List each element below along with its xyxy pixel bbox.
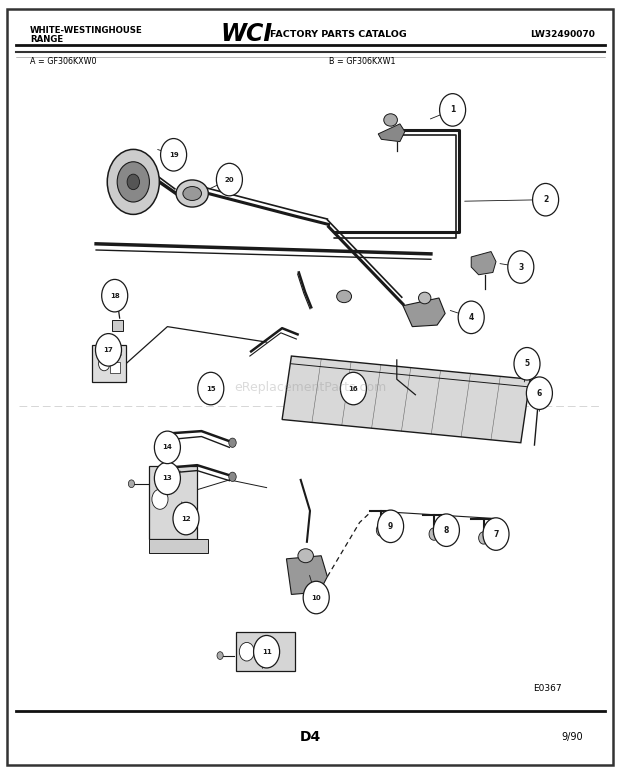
- Text: 20: 20: [224, 176, 234, 183]
- Text: 3: 3: [518, 262, 523, 272]
- Circle shape: [110, 281, 123, 296]
- Circle shape: [376, 524, 386, 536]
- Text: 9/90: 9/90: [561, 732, 583, 741]
- Text: LW32490070: LW32490070: [530, 29, 595, 39]
- Circle shape: [107, 149, 159, 214]
- Circle shape: [508, 251, 534, 283]
- Circle shape: [340, 372, 366, 405]
- Text: 18: 18: [110, 293, 120, 299]
- Circle shape: [217, 652, 223, 659]
- Polygon shape: [282, 356, 530, 443]
- Circle shape: [526, 377, 552, 409]
- Circle shape: [216, 163, 242, 196]
- Text: 6: 6: [537, 389, 542, 398]
- Circle shape: [128, 480, 135, 488]
- Text: 4: 4: [469, 313, 474, 322]
- Text: B = GF306KXW1: B = GF306KXW1: [329, 57, 395, 67]
- Text: 14: 14: [162, 444, 172, 450]
- Circle shape: [533, 183, 559, 216]
- Circle shape: [102, 279, 128, 312]
- Circle shape: [198, 372, 224, 405]
- Circle shape: [239, 642, 254, 661]
- Circle shape: [303, 581, 329, 614]
- Text: 9: 9: [388, 522, 393, 531]
- Text: FACTORY PARTS CATALOG: FACTORY PARTS CATALOG: [270, 29, 407, 39]
- FancyBboxPatch shape: [149, 466, 197, 539]
- FancyBboxPatch shape: [7, 9, 613, 765]
- Circle shape: [254, 635, 280, 668]
- Text: D4: D4: [299, 730, 321, 744]
- Text: 2: 2: [543, 195, 548, 204]
- Polygon shape: [403, 298, 445, 327]
- Circle shape: [127, 174, 140, 190]
- Circle shape: [229, 472, 236, 481]
- Ellipse shape: [298, 549, 313, 563]
- Ellipse shape: [183, 187, 202, 200]
- Circle shape: [173, 502, 199, 535]
- Circle shape: [161, 139, 187, 171]
- Text: eReplacementParts.com: eReplacementParts.com: [234, 381, 386, 393]
- Text: 7: 7: [494, 529, 498, 539]
- Text: 16: 16: [348, 385, 358, 392]
- Ellipse shape: [418, 292, 431, 304]
- Text: 5: 5: [525, 359, 529, 368]
- Circle shape: [95, 334, 122, 366]
- Circle shape: [154, 462, 180, 495]
- Circle shape: [440, 94, 466, 126]
- Text: WHITE-WESTINGHOUSE: WHITE-WESTINGHOUSE: [30, 26, 143, 36]
- Circle shape: [458, 301, 484, 334]
- Circle shape: [229, 438, 236, 447]
- Text: 19: 19: [169, 152, 179, 158]
- Text: 15: 15: [206, 385, 216, 392]
- Text: WCI: WCI: [220, 22, 272, 46]
- Ellipse shape: [384, 114, 397, 126]
- Polygon shape: [286, 556, 327, 594]
- Circle shape: [514, 348, 540, 380]
- Text: 10: 10: [311, 594, 321, 601]
- Ellipse shape: [204, 381, 218, 393]
- Text: A = GF306KXW0: A = GF306KXW0: [30, 57, 96, 67]
- Ellipse shape: [343, 385, 357, 396]
- FancyBboxPatch shape: [112, 320, 123, 331]
- Polygon shape: [378, 124, 405, 142]
- Ellipse shape: [265, 648, 278, 659]
- Ellipse shape: [176, 180, 208, 207]
- Text: 12: 12: [181, 515, 191, 522]
- Circle shape: [483, 518, 509, 550]
- Text: 1: 1: [450, 105, 455, 115]
- Polygon shape: [471, 252, 496, 275]
- Text: E0367: E0367: [533, 684, 562, 694]
- Text: 11: 11: [262, 649, 272, 655]
- Circle shape: [429, 528, 439, 540]
- Circle shape: [378, 510, 404, 543]
- Circle shape: [433, 514, 459, 546]
- Circle shape: [117, 162, 149, 202]
- Circle shape: [152, 489, 168, 509]
- FancyBboxPatch shape: [149, 539, 208, 553]
- Ellipse shape: [337, 290, 352, 303]
- Circle shape: [154, 431, 180, 464]
- FancyBboxPatch shape: [236, 632, 294, 671]
- Text: RANGE: RANGE: [30, 35, 63, 44]
- FancyBboxPatch shape: [92, 345, 126, 382]
- Text: 13: 13: [162, 475, 172, 481]
- Circle shape: [99, 357, 110, 371]
- FancyBboxPatch shape: [110, 362, 120, 373]
- Circle shape: [479, 532, 489, 544]
- Text: 8: 8: [444, 526, 449, 535]
- Text: 17: 17: [104, 347, 113, 353]
- Ellipse shape: [174, 506, 185, 526]
